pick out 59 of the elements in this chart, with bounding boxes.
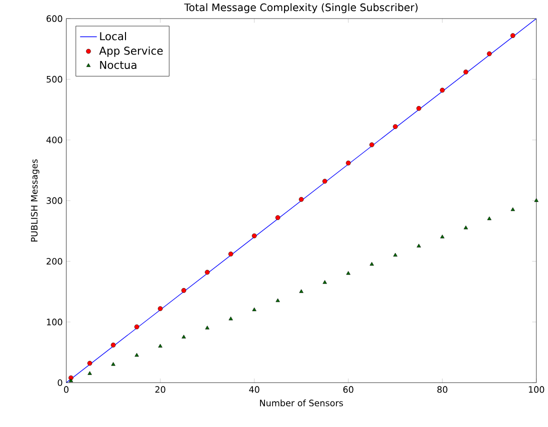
point <box>205 326 210 330</box>
point <box>440 234 444 238</box>
y-tick-label: 600 <box>46 15 62 22</box>
y-tick-label: 400 <box>46 136 62 144</box>
point <box>440 88 445 93</box>
x-axis-title: Number of Sensors <box>260 400 343 406</box>
point <box>510 207 515 212</box>
point <box>228 316 233 320</box>
point <box>68 378 74 382</box>
point <box>134 324 140 330</box>
point <box>87 360 92 366</box>
x-tick-label: 100 <box>528 386 544 393</box>
point <box>392 124 398 130</box>
y-tick-label: 500 <box>46 76 62 83</box>
point <box>487 216 492 220</box>
y-tick-label: 200 <box>46 258 62 265</box>
point <box>510 33 516 38</box>
x-tick-label: 40 <box>249 386 260 393</box>
point <box>134 353 139 357</box>
point <box>322 280 327 284</box>
x-tick-label: 0 <box>64 386 68 393</box>
point <box>393 252 398 257</box>
x-tick-label: 80 <box>437 386 448 393</box>
point <box>181 288 186 293</box>
legend-label: App Service <box>99 46 163 57</box>
point <box>346 271 350 275</box>
y-axis-title: PUBLISH Messages <box>30 159 40 242</box>
x-tick-label: 60 <box>343 386 354 393</box>
point <box>370 262 374 266</box>
x-tick-label: 20 <box>155 386 166 393</box>
point <box>110 342 116 348</box>
point <box>158 344 162 348</box>
point <box>275 215 280 220</box>
point <box>299 289 304 294</box>
point <box>276 298 280 302</box>
y-tick-label: 100 <box>46 318 62 326</box>
point <box>182 334 186 339</box>
point <box>298 197 304 202</box>
point <box>252 234 257 238</box>
point <box>416 106 422 111</box>
legend-label: Local <box>100 32 126 40</box>
point <box>228 252 234 257</box>
point <box>369 142 374 148</box>
point <box>252 308 256 312</box>
point <box>204 270 210 275</box>
point <box>464 226 468 230</box>
point <box>158 306 163 312</box>
point <box>416 244 421 248</box>
legend-label: Noctua <box>100 61 136 70</box>
point <box>111 362 116 366</box>
point <box>346 160 351 166</box>
point <box>534 198 538 202</box>
point <box>463 70 468 74</box>
point <box>486 51 492 56</box>
point <box>88 371 92 375</box>
chart-title: Total Message Complexity (Single Subscriber) <box>184 3 418 14</box>
y-tick-label: 0 <box>58 379 62 386</box>
y-tick-label: 300 <box>46 197 62 204</box>
point <box>322 178 328 184</box>
